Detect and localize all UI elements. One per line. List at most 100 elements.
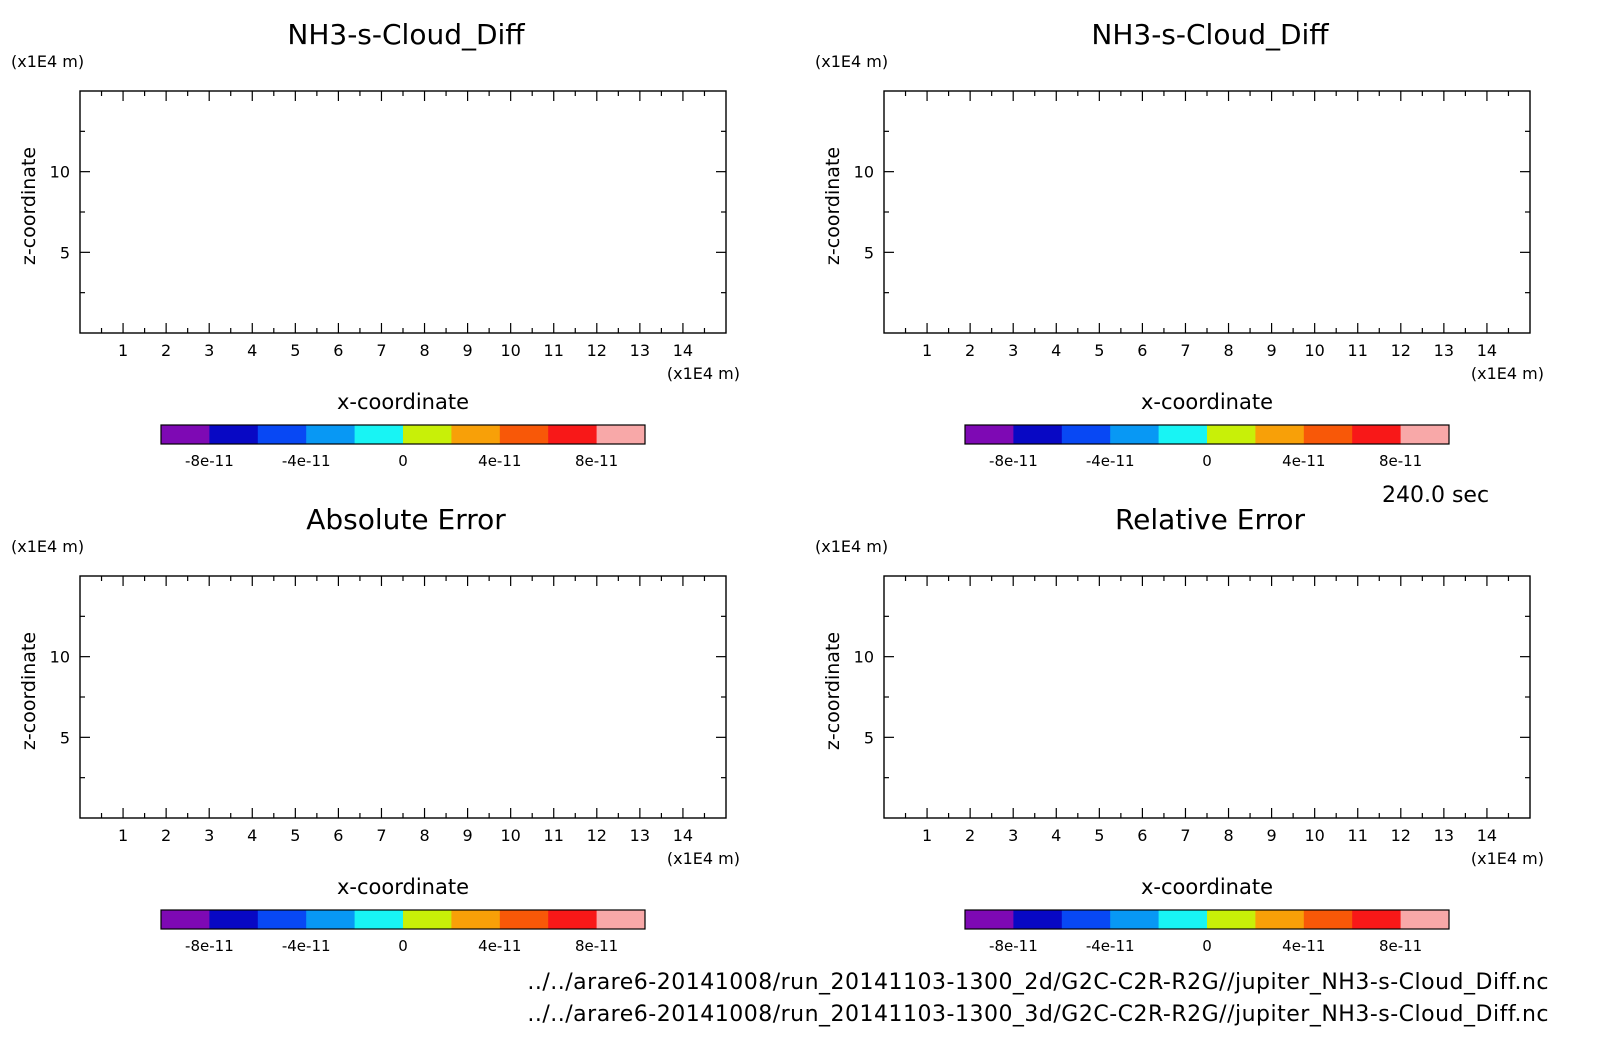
panel-4-x-tick-label: 5 xyxy=(1094,826,1104,845)
panel-4-x-tick-label: 12 xyxy=(1391,826,1411,845)
panel-4-x-tick-label: 13 xyxy=(1434,826,1454,845)
panel-2-colorbar-segment xyxy=(965,425,1014,444)
panel-1-x-tick-label: 2 xyxy=(161,341,171,360)
panel-3-colorbar-tick-label: 4e-11 xyxy=(478,937,521,955)
panel-1-colorbar-tick-label: -4e-11 xyxy=(282,452,331,470)
panel-2-y-tick-label: 10 xyxy=(854,163,874,182)
panel-2-x-tick-label: 10 xyxy=(1304,341,1324,360)
panel-3-colorbar-segment xyxy=(548,910,598,929)
panel-1-colorbar-segment xyxy=(403,425,452,444)
panel-3-x-tick-label: 6 xyxy=(333,826,343,845)
panel-1-x-tick-label: 12 xyxy=(587,341,607,360)
panel-4-colorbar-segment xyxy=(965,910,1014,929)
panel-4-x-tick-label: 11 xyxy=(1348,826,1368,845)
panel-1-x-tick-label: 13 xyxy=(630,341,650,360)
panel-1-x-tick-label: 1 xyxy=(118,341,128,360)
panel-1-x-tick-label: 3 xyxy=(204,341,214,360)
panel-4-x-tick-label: 10 xyxy=(1304,826,1324,845)
panel-1-x-tick-label: 6 xyxy=(333,341,343,360)
panel-1-x-tick-label: 4 xyxy=(247,341,257,360)
panel-1-colorbar-segment xyxy=(306,425,356,444)
panel-1-y-unit-label: (x1E4 m) xyxy=(11,52,84,71)
panel-1-colorbar-segment xyxy=(596,425,646,444)
panel-1-y-axis-label: z-coordinate xyxy=(18,147,40,265)
panel-1-title: NH3-s-Cloud_Diff xyxy=(287,18,525,51)
panel-2-x-axis-label: x-coordinate xyxy=(1141,390,1273,414)
panel-1-x-unit-label: (x1E4 m) xyxy=(667,364,740,383)
panel-1-colorbar-segment xyxy=(354,425,404,444)
panel-1-x-axis-label: x-coordinate xyxy=(337,390,469,414)
panel-3-y-axis-label: z-coordinate xyxy=(18,632,40,750)
panel-4-x-tick-label: 2 xyxy=(965,826,975,845)
panel-4-colorbar-segment xyxy=(1110,910,1160,929)
panel-4-y-tick-label: 10 xyxy=(854,648,874,667)
panel-4-colorbar-segment xyxy=(1013,910,1063,929)
panel-2-x-tick-label: 4 xyxy=(1051,341,1061,360)
panel-1-x-tick-label: 7 xyxy=(376,341,386,360)
panel-3-x-tick-label: 13 xyxy=(630,826,650,845)
panel-3-colorbar-segment xyxy=(209,910,259,929)
panel-1-colorbar-tick-label: -8e-11 xyxy=(185,452,234,470)
panel-4-y-tick-label: 5 xyxy=(864,728,874,747)
panel-3-colorbar-segment xyxy=(257,910,307,929)
panel-2-colorbar-segment xyxy=(1207,425,1256,444)
panel-3-colorbar-segment xyxy=(403,910,452,929)
panel-2-colorbar-tick-label: -8e-11 xyxy=(989,452,1038,470)
panel-2-x-tick-label: 12 xyxy=(1391,341,1411,360)
footer-file-path-2: ../../arare6-20141008/run_20141103-1300_… xyxy=(527,1002,1549,1027)
panel-4-plot-frame xyxy=(883,575,1531,819)
panel-2-x-tick-label: 2 xyxy=(965,341,975,360)
panel-4-x-axis-label: x-coordinate xyxy=(1141,875,1273,899)
panel-1-x-tick-label: 5 xyxy=(290,341,300,360)
panel-3-x-tick-label: 2 xyxy=(161,826,171,845)
panel-2-title: NH3-s-Cloud_Diff xyxy=(1091,18,1329,51)
panel-3-colorbar-segment xyxy=(596,910,646,929)
panel-2-x-tick-label: 5 xyxy=(1094,341,1104,360)
panel-2-x-tick-label: 1 xyxy=(922,341,932,360)
panel-2-y-unit-label: (x1E4 m) xyxy=(815,52,888,71)
panel-3-x-tick-label: 8 xyxy=(419,826,429,845)
panel-1-x-tick-label: 11 xyxy=(544,341,564,360)
panel-2-colorbar-tick-label: 8e-11 xyxy=(1379,452,1422,470)
panel-2-colorbar-segment xyxy=(1061,425,1111,444)
panel-4-colorbar-segment xyxy=(1352,910,1402,929)
panel-3-x-axis-label: x-coordinate xyxy=(337,875,469,899)
panel-4-x-unit-label: (x1E4 m) xyxy=(1471,849,1544,868)
panel-3-colorbar-frame xyxy=(160,909,646,930)
panel-3-y-tick-label: 5 xyxy=(60,728,70,747)
panel-1-x-tick-label: 14 xyxy=(673,341,693,360)
panel-1-colorbar-segment xyxy=(499,425,549,444)
panel-1-x-tick-label: 9 xyxy=(463,341,473,360)
panel-2-colorbar-tick-label: 4e-11 xyxy=(1282,452,1325,470)
panel-3-x-tick-label: 11 xyxy=(544,826,564,845)
panel-3-colorbar-tick-label: -4e-11 xyxy=(282,937,331,955)
panel-1-colorbar-tick-label: 8e-11 xyxy=(575,452,618,470)
panel-1-plot-frame xyxy=(79,90,727,334)
panel-1-y-tick-label: 5 xyxy=(60,243,70,262)
panel-2-x-tick-label: 9 xyxy=(1267,341,1277,360)
panel-1-x-tick-label: 8 xyxy=(419,341,429,360)
panel-4-x-tick-label: 8 xyxy=(1223,826,1233,845)
panel-3-colorbar-segment xyxy=(451,910,501,929)
panel-4-colorbar-tick-label: -8e-11 xyxy=(989,937,1038,955)
panel-4-colorbar-segment xyxy=(1061,910,1111,929)
panel-1-colorbar-segment xyxy=(209,425,259,444)
panel-1-colorbar-segment xyxy=(257,425,307,444)
panel-2-colorbar-segment xyxy=(1400,425,1450,444)
panel-3-x-tick-label: 9 xyxy=(463,826,473,845)
panel-3-x-tick-label: 7 xyxy=(376,826,386,845)
panel-1-colorbar-segment xyxy=(161,425,210,444)
panel-4-colorbar-tick-label: 0 xyxy=(1202,937,1212,955)
panel-3-x-tick-label: 14 xyxy=(673,826,693,845)
panel-3-title: Absolute Error xyxy=(306,503,506,536)
panel-4-colorbar-tick-label: 8e-11 xyxy=(1379,937,1422,955)
panel-4-x-tick-label: 9 xyxy=(1267,826,1277,845)
panel-4-colorbar-frame xyxy=(964,909,1450,930)
panel-3-x-unit-label: (x1E4 m) xyxy=(667,849,740,868)
panel-2-plot-frame xyxy=(883,90,1531,334)
panel-2-colorbar-tick-label: 0 xyxy=(1202,452,1212,470)
panel-2-x-tick-label: 3 xyxy=(1008,341,1018,360)
panel-2-x-tick-label: 13 xyxy=(1434,341,1454,360)
panel-1-colorbar-tick-label: 4e-11 xyxy=(478,452,521,470)
